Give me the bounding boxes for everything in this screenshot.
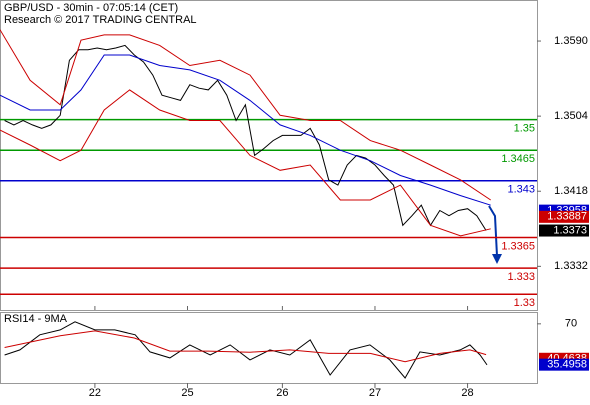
price-tag bbox=[539, 224, 589, 237]
x-tick-label: 28 bbox=[461, 387, 473, 399]
level-label: 1.343 bbox=[507, 184, 535, 196]
x-tick-label: 26 bbox=[276, 387, 288, 399]
series-line bbox=[4, 321, 488, 379]
chart-title: GBP/USD - 30min - 07:05:14 (CET) bbox=[4, 2, 178, 14]
rsi-title: RSI14 - 9MA bbox=[4, 313, 68, 325]
x-tick-label: 22 bbox=[89, 387, 101, 399]
y-tick-label: 1.3418 bbox=[554, 185, 588, 197]
x-tick-label: 27 bbox=[369, 387, 381, 399]
price-frame bbox=[0, 0, 538, 311]
y-tick-label: 70 bbox=[565, 318, 577, 330]
forecast-arrow bbox=[488, 205, 502, 264]
chart-subtitle: Research © 2017 TRADING CENTRAL bbox=[4, 14, 197, 26]
x-tick-label: 25 bbox=[181, 387, 193, 399]
level-label: 1.33 bbox=[514, 297, 535, 309]
series-line bbox=[4, 330, 487, 363]
level-label: 1.3365 bbox=[501, 240, 535, 252]
series-line bbox=[0, 89, 491, 237]
price-tag-label: 1.3373 bbox=[553, 224, 587, 236]
price-tag bbox=[539, 210, 589, 223]
price-tag-label: 1.33887 bbox=[547, 211, 587, 223]
series-line bbox=[0, 54, 491, 206]
y-tick-label: 1.3504 bbox=[554, 110, 588, 122]
rsi-frame bbox=[0, 312, 538, 384]
level-label: 1.35 bbox=[514, 123, 535, 135]
y-tick-label: 1.3590 bbox=[554, 35, 588, 47]
y-tick-label: 1.3332 bbox=[554, 260, 588, 272]
series-line bbox=[0, 29, 491, 201]
price-tag-label: 35.4958 bbox=[547, 359, 587, 371]
series-line bbox=[4, 44, 487, 231]
level-label: 1.333 bbox=[507, 271, 535, 283]
price-tag bbox=[539, 358, 589, 371]
level-label: 1.3465 bbox=[501, 153, 535, 165]
